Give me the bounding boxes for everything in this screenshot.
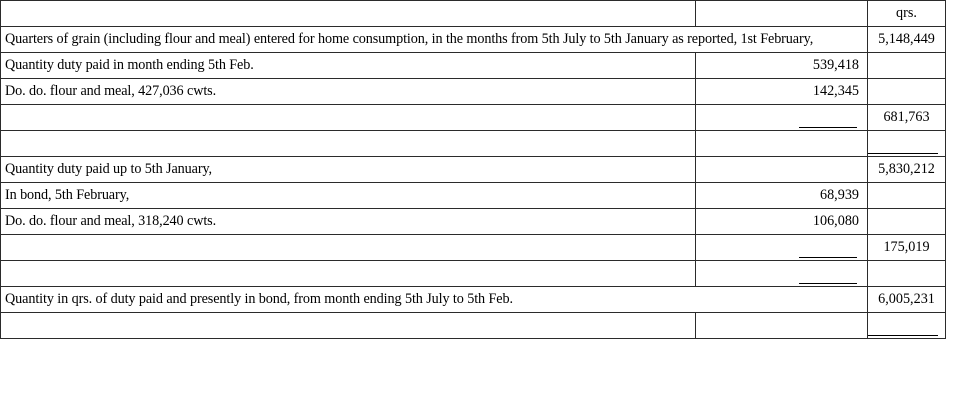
column-header-qrs: qrs. xyxy=(867,0,946,27)
rule-row-mid-empty xyxy=(695,312,868,339)
table-header-row: qrs. xyxy=(0,0,946,27)
sum-rule-line xyxy=(799,257,857,258)
rule-container xyxy=(700,105,859,130)
rule-container xyxy=(700,261,859,286)
row-label-duty-paid-up-to-jan: Quantity duty paid up to 5th January, xyxy=(0,156,696,183)
table-row-rule xyxy=(0,130,946,157)
subtotal-value-681763: 681,763 xyxy=(867,104,946,131)
sum-rule-line xyxy=(868,153,938,154)
rule-row-qrs-empty xyxy=(867,260,946,287)
row-value-duty-paid-up-to-jan: 5,830,212 xyxy=(867,156,946,183)
rule-row-desc-empty xyxy=(0,260,696,287)
row-qrs-empty xyxy=(867,182,946,209)
table-row-rule xyxy=(0,312,946,339)
row-value-grand-total: 6,005,231 xyxy=(867,286,946,313)
rule-row-desc-empty xyxy=(0,312,696,339)
rule-container xyxy=(868,313,941,338)
header-mid-cell xyxy=(695,0,868,27)
table-row: Do. do. flour and meal, 427,036 cwts. 14… xyxy=(0,78,946,105)
rule-row-qrs-rule-cell xyxy=(867,312,946,339)
subtotal-desc-empty xyxy=(0,234,696,261)
row-value-in-bond-5th-feb: 68,939 xyxy=(695,182,868,209)
row-label-grain-home-consumption: Quarters of grain (including flour and m… xyxy=(0,26,868,53)
table-row: In bond, 5th February, 68,939 xyxy=(0,182,946,209)
row-value-flour-meal-318240: 106,080 xyxy=(695,208,868,235)
row-qrs-empty xyxy=(867,208,946,235)
row-label-grand-total: Quantity in qrs. of duty paid and presen… xyxy=(0,286,868,313)
table-row-subtotal: 681,763 xyxy=(0,104,946,131)
row-qrs-empty xyxy=(867,52,946,79)
table-row: Quantity duty paid in month ending 5th F… xyxy=(0,52,946,79)
sum-rule-line xyxy=(868,335,938,336)
table-row-grand-total: Quantity in qrs. of duty paid and presen… xyxy=(0,286,946,313)
rule-row-mid-rule-cell xyxy=(695,260,868,287)
rule-row-mid-empty xyxy=(695,130,868,157)
row-value-duty-paid-month-feb: 539,418 xyxy=(695,52,868,79)
sum-rule-line xyxy=(799,127,857,128)
row-value-grain-home-consumption: 5,148,449 xyxy=(867,26,946,53)
table-row: Quantity duty paid up to 5th January, 5,… xyxy=(0,156,946,183)
table-row-subtotal: 175,019 xyxy=(0,234,946,261)
subtotal-mid-rule-cell xyxy=(695,104,868,131)
grain-returns-table: qrs. Quarters of grain (including flour … xyxy=(0,0,946,339)
rule-container xyxy=(700,235,859,260)
row-label-flour-meal-318240: Do. do. flour and meal, 318,240 cwts. xyxy=(0,208,696,235)
subtotal-desc-empty xyxy=(0,104,696,131)
header-desc-cell xyxy=(0,0,696,27)
row-label-duty-paid-month-feb: Quantity duty paid in month ending 5th F… xyxy=(0,52,696,79)
subtotal-mid-rule-cell xyxy=(695,234,868,261)
row-qrs-empty xyxy=(867,78,946,105)
row-label-flour-meal-427036: Do. do. flour and meal, 427,036 cwts. xyxy=(0,78,696,105)
sum-rule-line xyxy=(799,283,857,284)
table-row: Do. do. flour and meal, 318,240 cwts. 10… xyxy=(0,208,946,235)
rule-row-qrs-rule-cell xyxy=(867,130,946,157)
rule-container xyxy=(868,131,941,156)
subtotal-value-175019: 175,019 xyxy=(867,234,946,261)
row-mid-empty xyxy=(695,156,868,183)
rule-row-desc-empty xyxy=(0,130,696,157)
table-row-rule xyxy=(0,260,946,287)
row-value-flour-meal-427036: 142,345 xyxy=(695,78,868,105)
row-label-in-bond-5th-feb: In bond, 5th February, xyxy=(0,182,696,209)
table-row: Quarters of grain (including flour and m… xyxy=(0,26,946,53)
